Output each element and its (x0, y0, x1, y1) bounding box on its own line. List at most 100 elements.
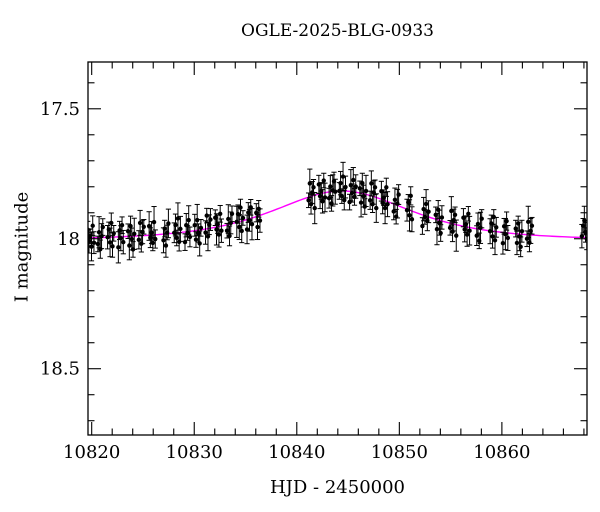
data-point (91, 231, 97, 255)
y-tick-label: 18 (57, 229, 80, 250)
data-point (202, 220, 209, 245)
data-point (436, 209, 443, 236)
data-point (453, 219, 459, 252)
data-point (328, 195, 335, 212)
data-point (236, 214, 242, 241)
data-point (353, 174, 359, 199)
data-point (216, 221, 222, 248)
data-point (380, 191, 386, 215)
data-point (175, 202, 181, 235)
data-point (372, 179, 378, 196)
data-point (349, 183, 355, 203)
data-point (579, 223, 585, 249)
data-point (502, 217, 508, 251)
data-point (342, 175, 349, 199)
data-point (504, 211, 510, 231)
x-axis-label: HJD - 2450000 (269, 477, 406, 498)
data-point (434, 213, 440, 246)
data-point (119, 216, 125, 235)
data-point (111, 224, 117, 242)
data-point (151, 206, 157, 239)
data-point (234, 205, 240, 238)
data-point (423, 189, 429, 219)
plot-frame (87, 61, 588, 436)
data-point (529, 216, 535, 235)
data-point (513, 219, 519, 238)
data-point (465, 206, 471, 222)
data-point (239, 218, 245, 244)
data-point (373, 193, 379, 223)
data-point (447, 220, 453, 236)
data-point (127, 215, 134, 237)
data-point (246, 208, 253, 232)
data-point (408, 186, 414, 206)
data-point (109, 234, 116, 258)
data-point (165, 208, 171, 239)
data-point (322, 182, 328, 213)
data-point (409, 206, 415, 233)
data-point (226, 225, 233, 247)
data-point (205, 221, 211, 252)
data-point (341, 189, 347, 211)
data-point (367, 190, 373, 210)
data-point (107, 227, 113, 258)
data-point (136, 230, 142, 250)
data-point (249, 208, 255, 241)
data-point (525, 205, 531, 238)
data-point (197, 230, 203, 257)
data-point (176, 232, 182, 252)
data-point (419, 217, 426, 235)
x-tick-label: 10820 (63, 442, 120, 463)
data-point (186, 205, 192, 235)
x-tick-label: 10860 (473, 442, 530, 463)
data-point (194, 203, 200, 237)
data-point (396, 184, 402, 205)
data-point (97, 239, 103, 259)
data-point (240, 210, 246, 226)
data-point (479, 209, 485, 229)
data-point (217, 204, 223, 223)
x-tick-label: 10830 (166, 442, 223, 463)
data-point (491, 209, 497, 225)
data-point (307, 168, 313, 199)
data-point (327, 175, 333, 198)
data-point (100, 218, 106, 236)
data-point (424, 210, 430, 232)
y-tick-label: 17.5 (40, 99, 80, 120)
chart-title: OGLE-2025-BLG-0933 (241, 21, 434, 41)
data-point (253, 203, 259, 223)
data-point (526, 233, 533, 253)
data-point (225, 204, 231, 234)
data-point (182, 233, 188, 251)
data-point (464, 222, 470, 247)
data-point (475, 212, 481, 236)
data-point (90, 215, 96, 237)
data-point (492, 225, 498, 256)
x-tick-label: 10840 (268, 442, 325, 463)
data-point (505, 224, 511, 251)
data-point (425, 200, 432, 224)
data-point (332, 178, 338, 205)
data-point (257, 208, 263, 233)
data-point (363, 174, 369, 208)
data-point (187, 226, 193, 248)
data-point (88, 231, 95, 262)
data-point (518, 236, 524, 258)
data-point (340, 161, 346, 192)
data-point (383, 177, 389, 197)
data-point (392, 187, 398, 212)
data-point (207, 208, 214, 231)
data-point (152, 229, 158, 249)
data-layer (88, 161, 587, 264)
data-point (198, 219, 204, 237)
data-point (177, 215, 183, 242)
data-point (382, 191, 388, 225)
data-point (244, 214, 250, 245)
data-point (466, 215, 473, 246)
data-point (115, 231, 121, 264)
data-point (359, 172, 365, 194)
data-point (131, 217, 137, 250)
y-tick-label: 18.5 (40, 359, 80, 380)
